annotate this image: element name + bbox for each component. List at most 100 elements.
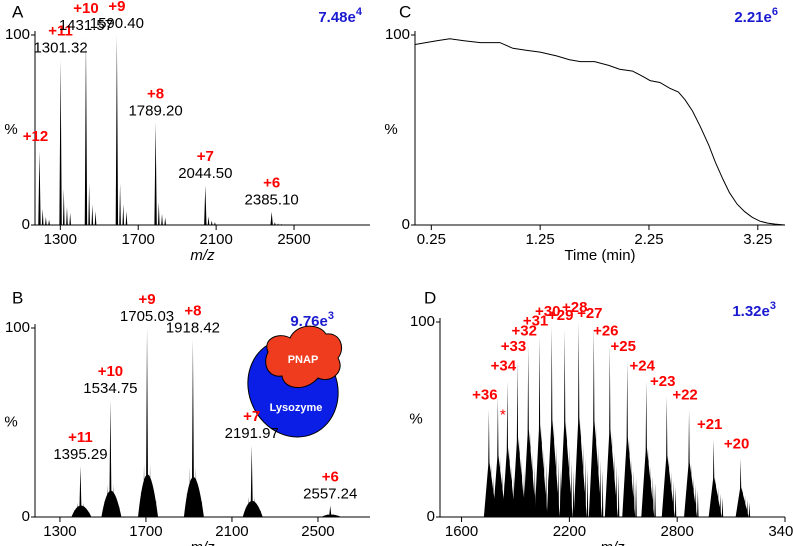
x-tick-label: 2.25	[634, 231, 663, 248]
peak-charge-label: +9	[138, 291, 155, 308]
x-tick-label: 3400	[768, 523, 793, 540]
peak-charge-label: +8	[147, 85, 164, 102]
x-tick-label: 1300	[44, 231, 77, 248]
axis-line	[414, 31, 785, 226]
peak	[154, 122, 166, 225]
peak-charge-label: +26	[593, 322, 618, 339]
x-axis-label: m/z	[600, 539, 625, 546]
peak-charge-label: +22	[672, 387, 697, 404]
peak	[138, 328, 159, 517]
peak-charge-label: +9	[108, 0, 125, 15]
peak	[59, 59, 71, 226]
peak	[684, 409, 699, 517]
peak-charge-label: +32	[512, 322, 537, 339]
y-tick-label: 0	[402, 216, 410, 233]
x-tick-label: 0.25	[417, 231, 446, 248]
peak	[622, 361, 637, 517]
peak	[523, 345, 538, 517]
peak-mz-label: 1705.03	[120, 308, 174, 325]
peak-mz-label: 1301.32	[33, 40, 87, 57]
peak-mz-label: 1789.20	[128, 102, 182, 119]
peak-charge-label: +29	[548, 307, 573, 324]
inset-label: Lysozyme	[270, 402, 323, 414]
x-tick-label: 2500	[301, 523, 334, 540]
peak-charge-label: +10	[73, 0, 98, 17]
peak-mz-label: 2557.24	[303, 486, 357, 503]
peak-charge-label: +31	[523, 313, 548, 330]
peak	[204, 185, 216, 225]
peak-charge-label: +7	[243, 408, 260, 425]
peak-charge-label: +33	[501, 338, 526, 355]
y-tick-label: 0	[427, 508, 435, 525]
peak	[604, 345, 620, 517]
peak-charge-label: +27	[577, 305, 602, 322]
x-tick-label: 1700	[129, 523, 162, 540]
peak-charge-label: +11	[68, 429, 93, 446]
peak	[270, 211, 283, 225]
y-tick-label: 100	[5, 26, 30, 43]
peak-charge-label: +34	[491, 357, 517, 374]
intensity-base: 1.32e	[732, 303, 770, 320]
peak-charge-label: +8	[184, 302, 201, 319]
intensity-scale: 7.48e4	[318, 6, 363, 26]
peak	[546, 325, 562, 517]
peak-charge-label: +11	[48, 23, 73, 40]
peak	[242, 445, 263, 517]
peak	[502, 380, 517, 517]
peak-mz-label: 1590.40	[90, 15, 144, 32]
intensity-scale: 9.76e3	[290, 310, 334, 330]
annotation: *	[500, 407, 506, 424]
peak-charge-label: +25	[611, 338, 636, 355]
x-tick-label: 3.25	[743, 231, 772, 248]
x-tick-label: 1600	[445, 523, 478, 540]
intensity-exponent: 4	[356, 6, 363, 18]
pnap-shape	[265, 325, 342, 388]
peak	[71, 465, 92, 517]
inset-diagram	[247, 325, 342, 438]
y-axis-label: %	[4, 121, 17, 138]
peak	[38, 150, 50, 225]
peak-charge-label: +6	[263, 175, 280, 192]
y-tick-label: 0	[22, 216, 30, 233]
peak-charge-label: +30	[535, 303, 560, 320]
intensity-base: 9.76e	[290, 313, 328, 330]
x-tick-label: 2100	[215, 523, 248, 540]
x-tick-label: 1.25	[526, 231, 555, 248]
y-tick-label: 0	[22, 508, 30, 525]
y-tick-label: 100	[5, 319, 30, 336]
y-axis-label: %	[384, 121, 397, 138]
peak	[661, 396, 677, 517]
peak	[183, 339, 204, 517]
y-axis-label: %	[4, 413, 17, 430]
panel-letter: C	[399, 2, 411, 21]
peak-mz-label: 1431.57	[59, 17, 113, 34]
x-tick-label: 1700	[122, 231, 155, 248]
peak-charge-label: +28	[562, 299, 587, 316]
inset-label: PNAP	[288, 354, 319, 366]
peak-mz-label: 1395.29	[53, 446, 107, 463]
x-tick-label: 1300	[43, 523, 76, 540]
panel-letter: D	[424, 288, 436, 307]
y-tick-label: 100	[385, 26, 410, 43]
peak	[708, 439, 724, 517]
intensity-scale: 1.32e3	[732, 300, 776, 320]
x-tick-label: 2800	[661, 523, 694, 540]
peak-charge-label: +24	[630, 357, 656, 374]
trace-line	[414, 38, 786, 226]
peak	[483, 409, 499, 517]
y-tick-label: 100	[410, 313, 435, 330]
peak	[735, 458, 751, 517]
intensity-base: 7.48e	[318, 9, 356, 26]
peak-charge-label: +20	[724, 435, 749, 452]
peak-charge-label: +12	[23, 128, 48, 145]
peak	[101, 399, 122, 517]
peak-charge-label: +21	[697, 416, 722, 433]
y-axis-label: %	[409, 410, 422, 427]
peak	[588, 327, 604, 517]
peak	[559, 329, 575, 517]
panel-letter: A	[12, 2, 24, 21]
x-axis-label: m/z	[190, 539, 215, 546]
peak-charge-label: +10	[98, 363, 123, 380]
